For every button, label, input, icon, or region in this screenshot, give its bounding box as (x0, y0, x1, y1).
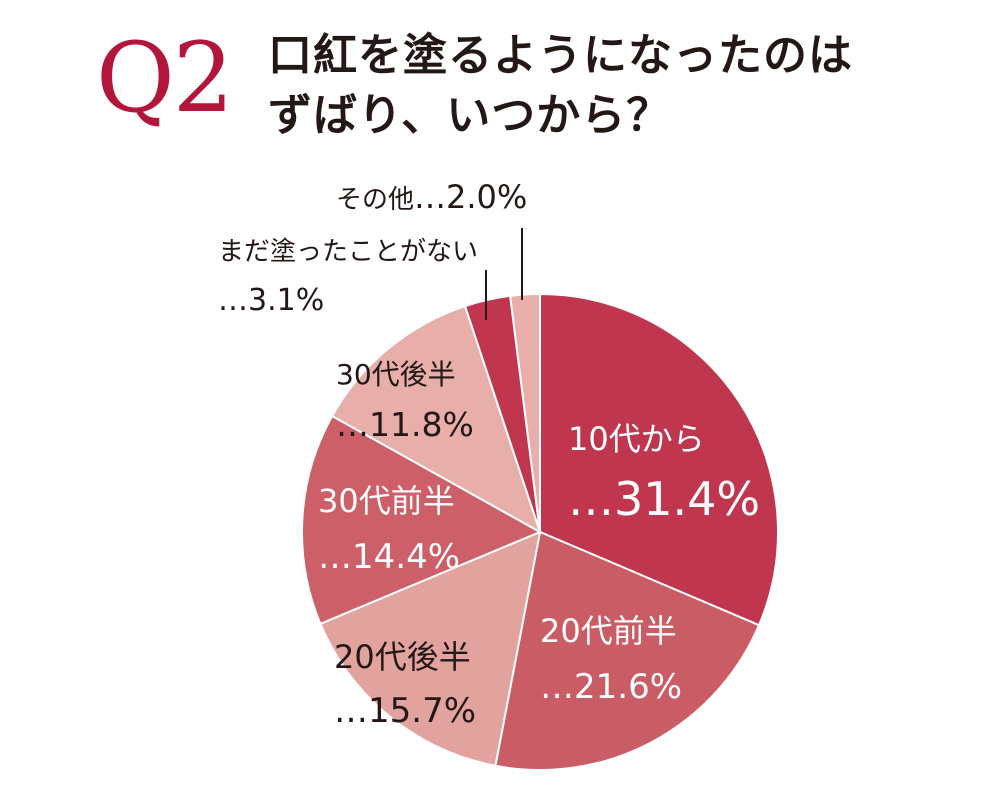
pie-slice-3 (319, 530, 542, 767)
slice-category-7: その他 (336, 185, 414, 215)
slice-category-6: まだ塗ったことがない (218, 237, 478, 267)
slice-category-3: 20代後半 (334, 638, 471, 676)
header: Q2 口紅を塗るようになったのは ずばり、いつから？ (0, 0, 1000, 160)
slice-category-5: 30代後半 (336, 358, 456, 391)
slice-labels: 10代から …31.4% 20代前半 …21.6% 20代後半 …15.7% 30代前半 …1… (218, 178, 760, 731)
slice-value-2: …21.6% (540, 667, 682, 707)
question-line-2: ずばり、いつから？ (268, 90, 672, 141)
pie-slice-4 (301, 414, 543, 626)
pie-slice-1 (539, 292, 779, 627)
pie-slices (301, 292, 779, 771)
pie-slice-7 (509, 292, 541, 533)
slice-value-7: …2.0% (414, 178, 527, 216)
question-number: Q2 (96, 22, 234, 134)
slice-value-3: …15.7% (334, 691, 476, 731)
pie-chart-area: 10代から …31.4% 20代前半 …21.6% 20代後半 …15.7% 30代前半 …1… (0, 160, 1000, 800)
slice-category-2: 20代前半 (540, 612, 677, 650)
leader-lines (485, 228, 523, 320)
pie-chart: 10代から …31.4% 20代前半 …21.6% 20代後半 …15.7% 30代前半 …1… (218, 178, 779, 771)
slice-label-7: その他…2.0% (336, 178, 527, 216)
slice-value-6: …3.1% (218, 283, 324, 318)
slice-category-4: 30代前半 (318, 482, 455, 520)
slice-value-5: …11.8% (336, 405, 474, 444)
pie-slice-5 (330, 304, 542, 535)
question-title: 口紅を塗るようになったのは ずばり、いつから？ (268, 26, 853, 146)
slice-value-4: …14.4% (318, 537, 460, 577)
question-line-1: 口紅を塗るようになったのは (268, 30, 853, 81)
pie-slice-2 (494, 530, 761, 771)
slice-value-1: …31.4% (568, 472, 760, 526)
slice-category-1: 10代から (568, 420, 705, 458)
